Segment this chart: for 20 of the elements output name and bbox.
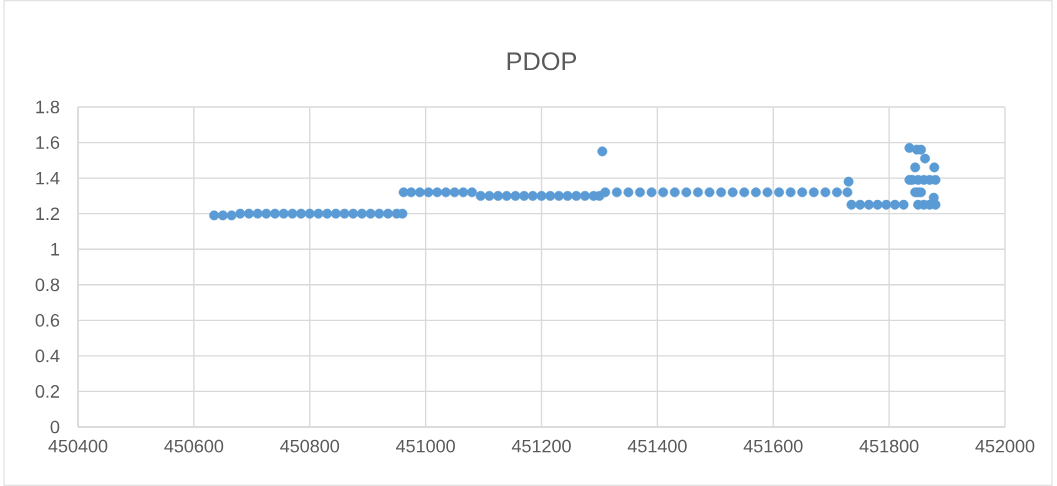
y-tick-label: 0.8	[35, 278, 60, 292]
y-tick-label: 0.4	[35, 349, 60, 363]
y-tick-label: 1.8	[36, 100, 60, 114]
y-tick-label: 0.2	[35, 385, 60, 398]
y-tick-label: 0	[50, 420, 60, 434]
y-tick-label: 1.4	[36, 171, 60, 185]
x-tick-label: 450800	[280, 439, 340, 453]
y-tick-label: 0.6	[35, 313, 60, 327]
x-tick-label: 451000	[396, 439, 455, 453]
x-tick-label: 450400	[48, 439, 108, 453]
y-tick-label: 1	[51, 243, 60, 256]
x-tick-label: 451400	[627, 439, 687, 453]
chart-title: PDOP	[507, 52, 577, 71]
y-tick-label: 1.2	[36, 207, 60, 220]
x-tick-label: 451800	[859, 439, 919, 453]
x-tick-label: 451200	[511, 439, 571, 453]
x-tick-label: 451600	[743, 439, 803, 453]
x-tick-label: 450600	[164, 439, 224, 453]
x-tick-label: 452000	[975, 439, 1035, 453]
y-tick-label: 1.6	[36, 136, 60, 149]
